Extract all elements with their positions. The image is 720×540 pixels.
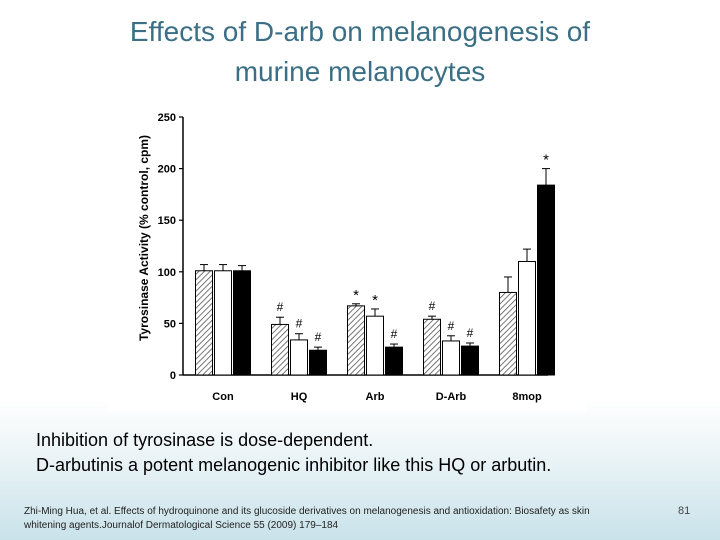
y-tick-label-50: 50 bbox=[164, 318, 176, 330]
bar-d-arb-3 bbox=[461, 345, 479, 376]
significance-mark-d-arb-1: # bbox=[429, 299, 436, 313]
bar-arb-2 bbox=[366, 315, 384, 376]
significance-mark-8mop-3: * bbox=[543, 152, 549, 169]
bar-con-3 bbox=[233, 270, 251, 376]
bar-con-2 bbox=[214, 270, 232, 376]
chart-image: Tyrosinase Activity (% control, cpm) 0 50… bbox=[108, 90, 586, 412]
tyrosinase-bar-chart: Tyrosinase Activity (% control, cpm) 0 50… bbox=[137, 112, 555, 403]
bar-8mop-1 bbox=[499, 291, 517, 376]
y-axis-label: Tyrosinase Activity (% control, cpm) bbox=[137, 135, 151, 341]
bar-hq-1 bbox=[271, 323, 289, 376]
bar-d-arb-2 bbox=[442, 340, 460, 376]
bar-8mop-3 bbox=[537, 184, 555, 376]
bar-d-arb-1 bbox=[423, 318, 441, 376]
x-category-label-hq: HQ bbox=[291, 391, 308, 403]
slide-number: 81 bbox=[678, 505, 691, 517]
significance-mark-d-arb-2: # bbox=[448, 319, 455, 333]
slide-title-line2: murine melanocytes bbox=[234, 56, 486, 87]
bar-con-1 bbox=[195, 270, 213, 376]
significance-mark-arb-2: * bbox=[372, 292, 378, 309]
y-tick-label-0: 0 bbox=[170, 370, 176, 382]
x-category-label-d-arb: D-Arb bbox=[436, 391, 467, 403]
y-tick-label-150: 150 bbox=[158, 215, 176, 227]
y-tick-label-200: 200 bbox=[158, 164, 176, 176]
significance-mark-hq-1: # bbox=[277, 300, 284, 314]
citation: Zhi-Ming Hua, et al. Effects of hydroqui… bbox=[24, 505, 674, 533]
bullet-dose-dependent: Inhibition of tyrosinase is dose-depende… bbox=[36, 430, 374, 450]
y-tick-label-100: 100 bbox=[158, 267, 176, 279]
citation-line2: whitening agents.Journalof Dermatologica… bbox=[24, 520, 339, 531]
y-axis-label-group: Tyrosinase Activity (% control, cpm) bbox=[137, 135, 151, 341]
significance-mark-hq-3: # bbox=[315, 330, 322, 344]
significance-mark-d-arb-3: # bbox=[467, 326, 474, 340]
x-category-label-con: Con bbox=[212, 391, 234, 403]
x-category-label-arb: Arb bbox=[366, 391, 385, 403]
body-text: Inhibition of tyrosinase is dose-depende… bbox=[36, 428, 696, 478]
bar-arb-1 bbox=[347, 305, 365, 376]
bar-8mop-2 bbox=[518, 260, 536, 376]
citation-line1: Zhi-Ming Hua, et al. Effects of hydroqui… bbox=[24, 506, 590, 517]
y-tick-label-250: 250 bbox=[158, 112, 176, 124]
bar-hq-2 bbox=[290, 339, 308, 376]
significance-mark-arb-1: * bbox=[353, 287, 359, 304]
significance-mark-arb-3: # bbox=[391, 327, 398, 341]
bar-hq-3 bbox=[309, 349, 327, 376]
bullet-darbutin-inhibitor: D-arbutinis a potent melanogenic inhibit… bbox=[36, 455, 552, 475]
bar-arb-3 bbox=[385, 346, 403, 376]
significance-mark-hq-2: # bbox=[296, 317, 303, 331]
slide-title-line1: Effects of D-arb on melanogenesis of bbox=[129, 16, 591, 47]
x-category-label-8mop: 8mop bbox=[512, 391, 542, 403]
slide-title: Effects of D-arb on melanogenesis of mur… bbox=[60, 12, 660, 92]
